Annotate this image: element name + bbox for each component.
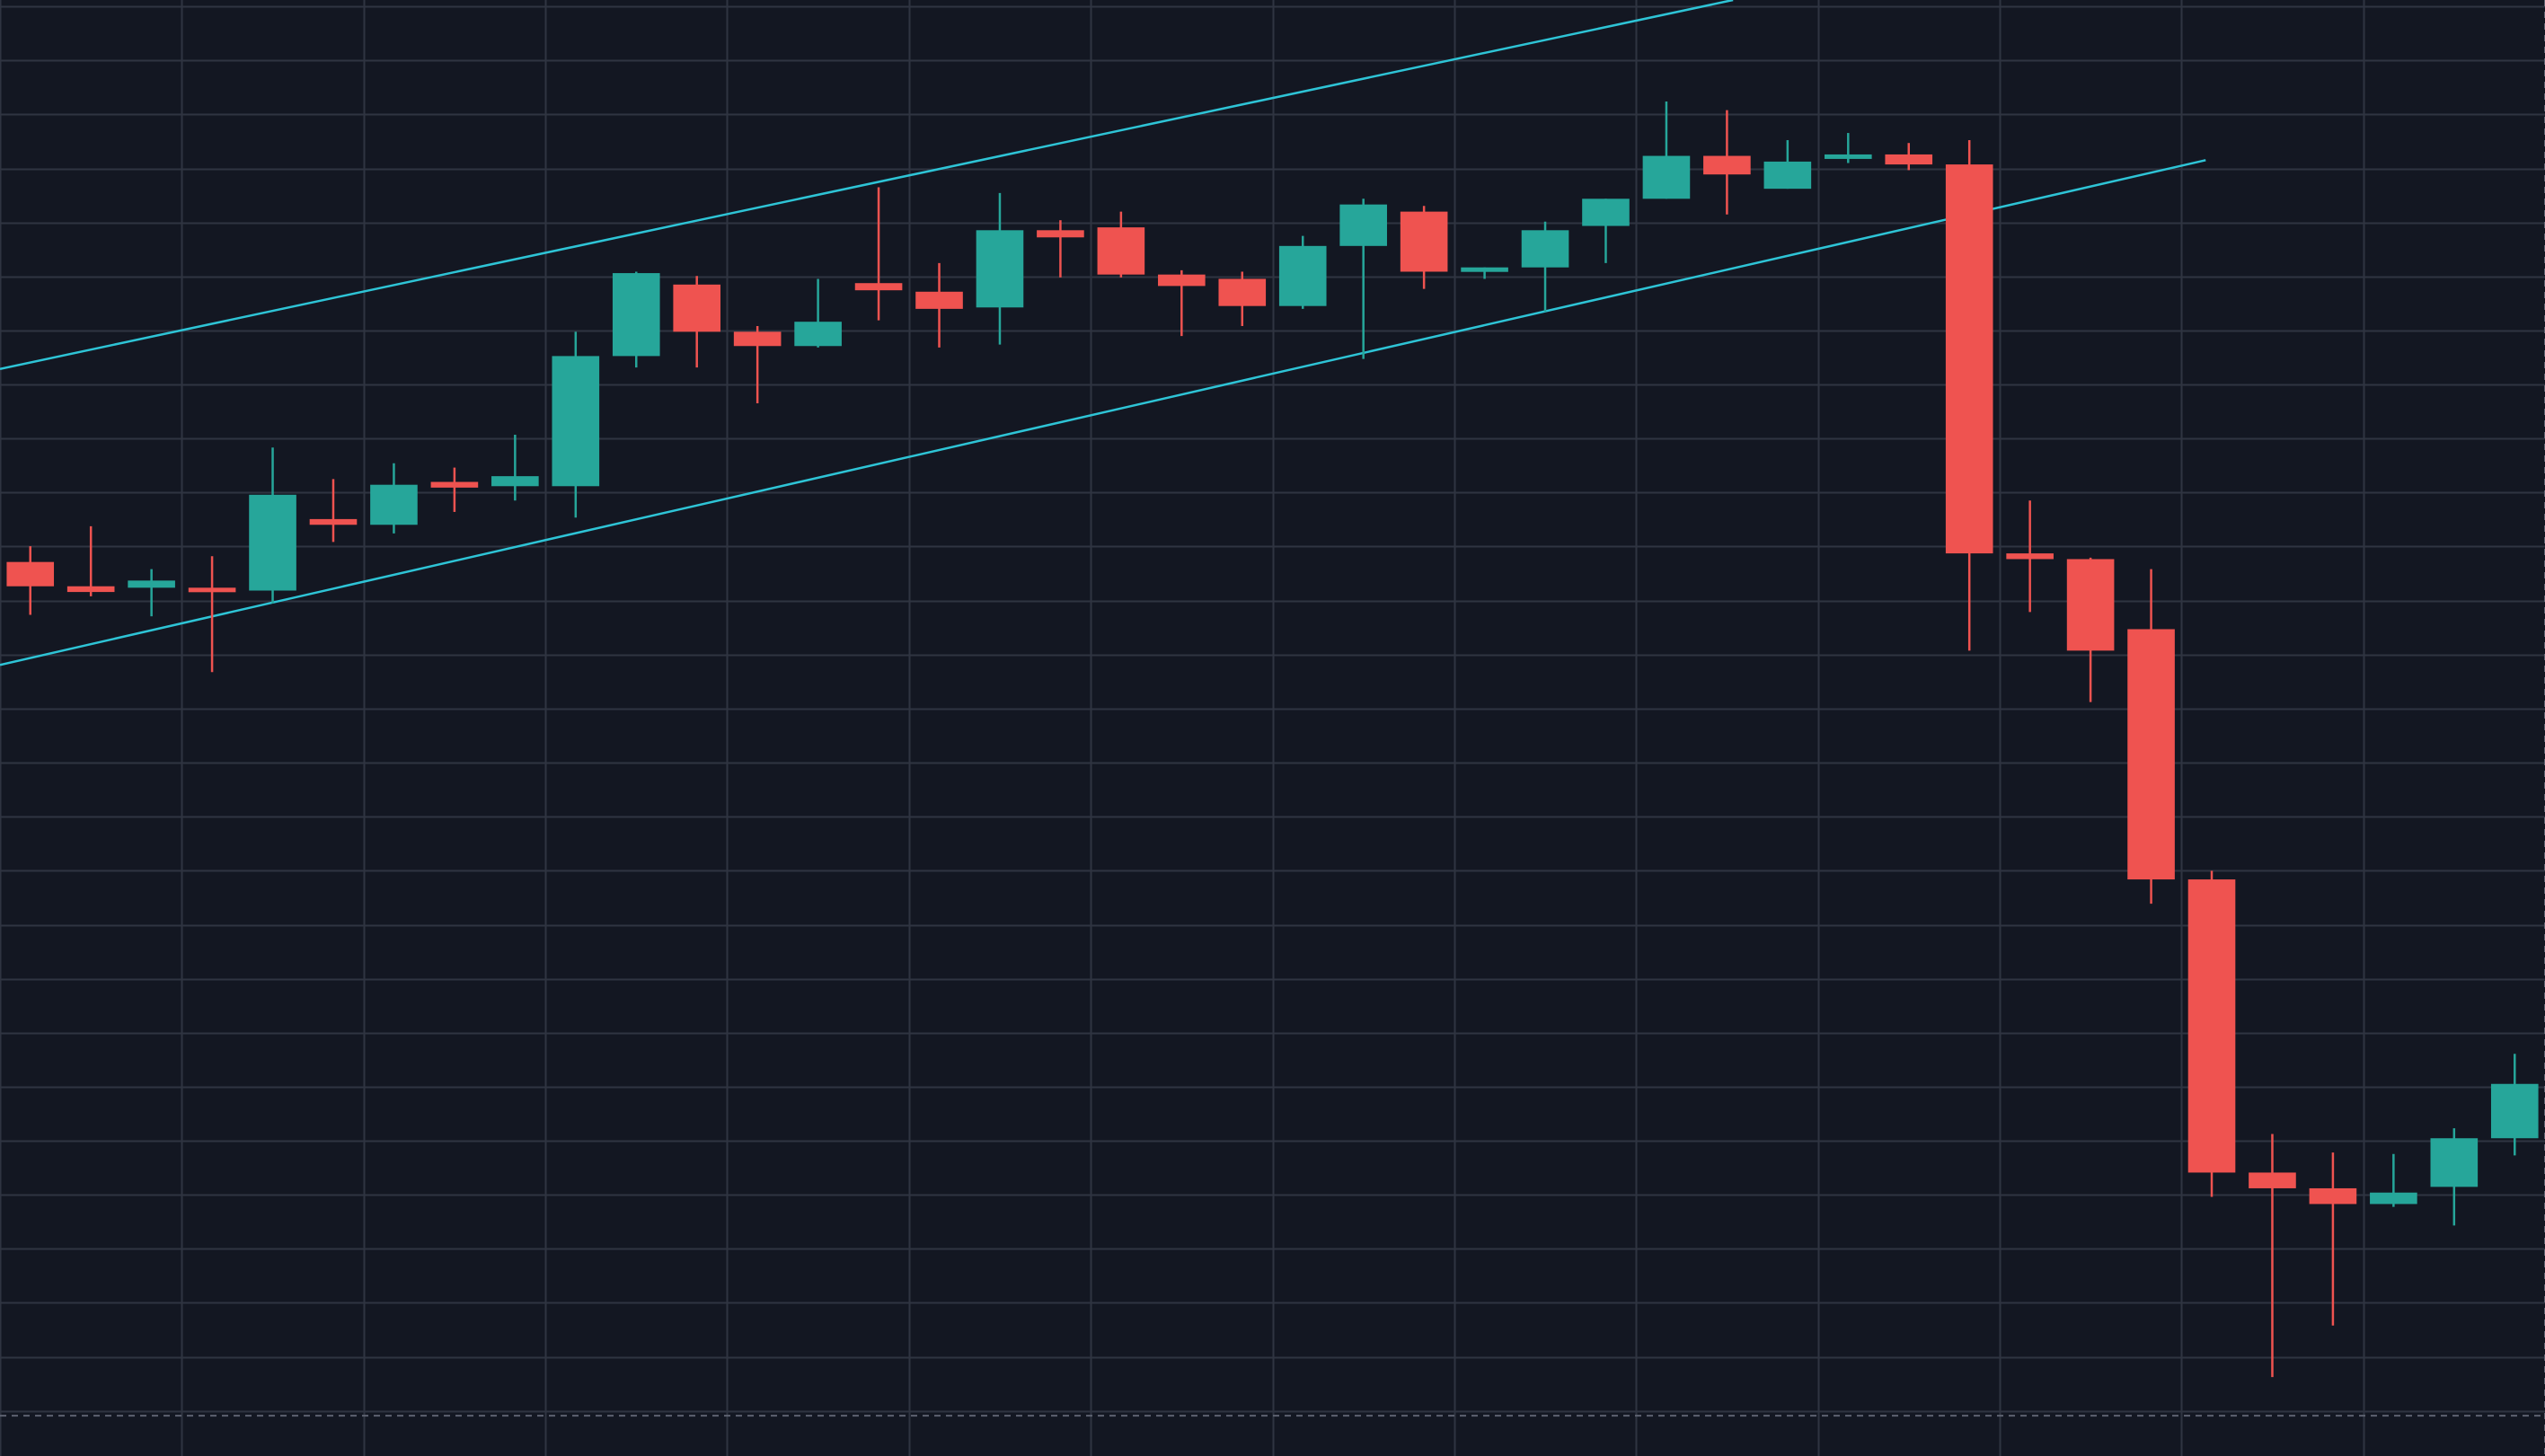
candle-body xyxy=(2370,1192,2417,1205)
candle-body xyxy=(188,587,236,593)
candle-down xyxy=(430,467,479,512)
candle-body xyxy=(66,586,115,593)
candle-up xyxy=(370,463,418,534)
trendlines xyxy=(0,0,2206,666)
candle-body xyxy=(430,481,479,488)
candle-body xyxy=(2006,553,2054,560)
candle-body xyxy=(1945,164,1993,554)
candle-body xyxy=(794,322,842,347)
candle-body xyxy=(1642,155,1691,199)
candle-body xyxy=(1885,154,1933,165)
candle-up xyxy=(1461,267,1508,279)
candle-body xyxy=(6,561,55,587)
candle-down xyxy=(2249,1134,2296,1378)
candle-up xyxy=(2370,1153,2417,1207)
candle-down xyxy=(1097,211,1145,278)
candle-body xyxy=(2066,559,2115,651)
candle-body xyxy=(2490,1083,2539,1139)
candle-body xyxy=(2249,1172,2296,1188)
candle-body xyxy=(1824,154,1872,159)
candle-body xyxy=(128,580,175,588)
candle-down xyxy=(1400,206,1448,289)
candle-body xyxy=(612,273,660,357)
candle-body xyxy=(1400,211,1448,272)
candle-down xyxy=(733,325,782,403)
candle-down xyxy=(2006,500,2054,613)
candle-body xyxy=(1158,274,1206,287)
candle-body xyxy=(1521,230,1569,268)
candle-down xyxy=(1885,143,1933,171)
candle-down xyxy=(1945,140,1993,651)
candle-up xyxy=(491,434,539,501)
candle-up xyxy=(1278,235,1327,309)
candle-body xyxy=(1339,204,1387,246)
candle-body xyxy=(1097,227,1145,275)
candle-up xyxy=(612,271,660,368)
candle-down xyxy=(2066,557,2115,702)
candle-body xyxy=(552,356,600,487)
candle-body xyxy=(2127,629,2175,880)
candle-down xyxy=(1158,269,1206,337)
candle-body xyxy=(1763,161,1812,190)
candle-body xyxy=(1278,245,1327,306)
candle-up xyxy=(2430,1128,2479,1226)
candle-down xyxy=(915,262,963,348)
candle-body xyxy=(2187,879,2236,1173)
candle-body xyxy=(976,230,1024,308)
candle-body xyxy=(309,518,358,525)
candle-up xyxy=(1824,133,1872,163)
candle-down xyxy=(1218,271,1267,326)
candle-down xyxy=(188,556,236,673)
candle-body xyxy=(1218,278,1267,306)
candle-up xyxy=(1521,221,1569,313)
candle-up xyxy=(128,569,175,617)
candle-body xyxy=(854,283,903,291)
candle-up xyxy=(2490,1054,2539,1156)
candle-down xyxy=(2127,569,2175,904)
trendline xyxy=(0,159,2206,666)
candle-down xyxy=(6,546,55,615)
candle-down xyxy=(1037,220,1084,278)
candle-down xyxy=(1703,110,1751,215)
candle-down xyxy=(673,276,721,368)
candle-down xyxy=(309,479,358,543)
candle-up xyxy=(1339,199,1387,359)
trendline xyxy=(0,0,1734,370)
candle-down xyxy=(2187,870,2236,1197)
candle-body xyxy=(673,284,721,332)
candle-body xyxy=(1037,230,1084,238)
candles xyxy=(6,101,2539,1378)
candle-down xyxy=(66,525,115,596)
candle-body xyxy=(249,494,296,591)
candle-body xyxy=(370,484,418,525)
candle-body xyxy=(733,331,782,347)
candle-body xyxy=(2430,1138,2479,1187)
candle-up xyxy=(1582,199,1630,263)
candle-body xyxy=(1461,267,1508,272)
candle-down xyxy=(2309,1152,2357,1326)
candle-up xyxy=(249,447,296,604)
candle-body xyxy=(1582,199,1630,226)
candle-up xyxy=(976,192,1024,345)
candle-up xyxy=(1763,140,1812,190)
candle-body xyxy=(491,476,539,487)
candle-body xyxy=(915,291,963,309)
candle-up xyxy=(794,278,842,348)
candle-up xyxy=(552,331,600,518)
candle-down xyxy=(854,187,903,321)
candle-body xyxy=(1703,155,1751,175)
candle-up xyxy=(1642,101,1691,199)
candle-body xyxy=(2309,1187,2357,1205)
